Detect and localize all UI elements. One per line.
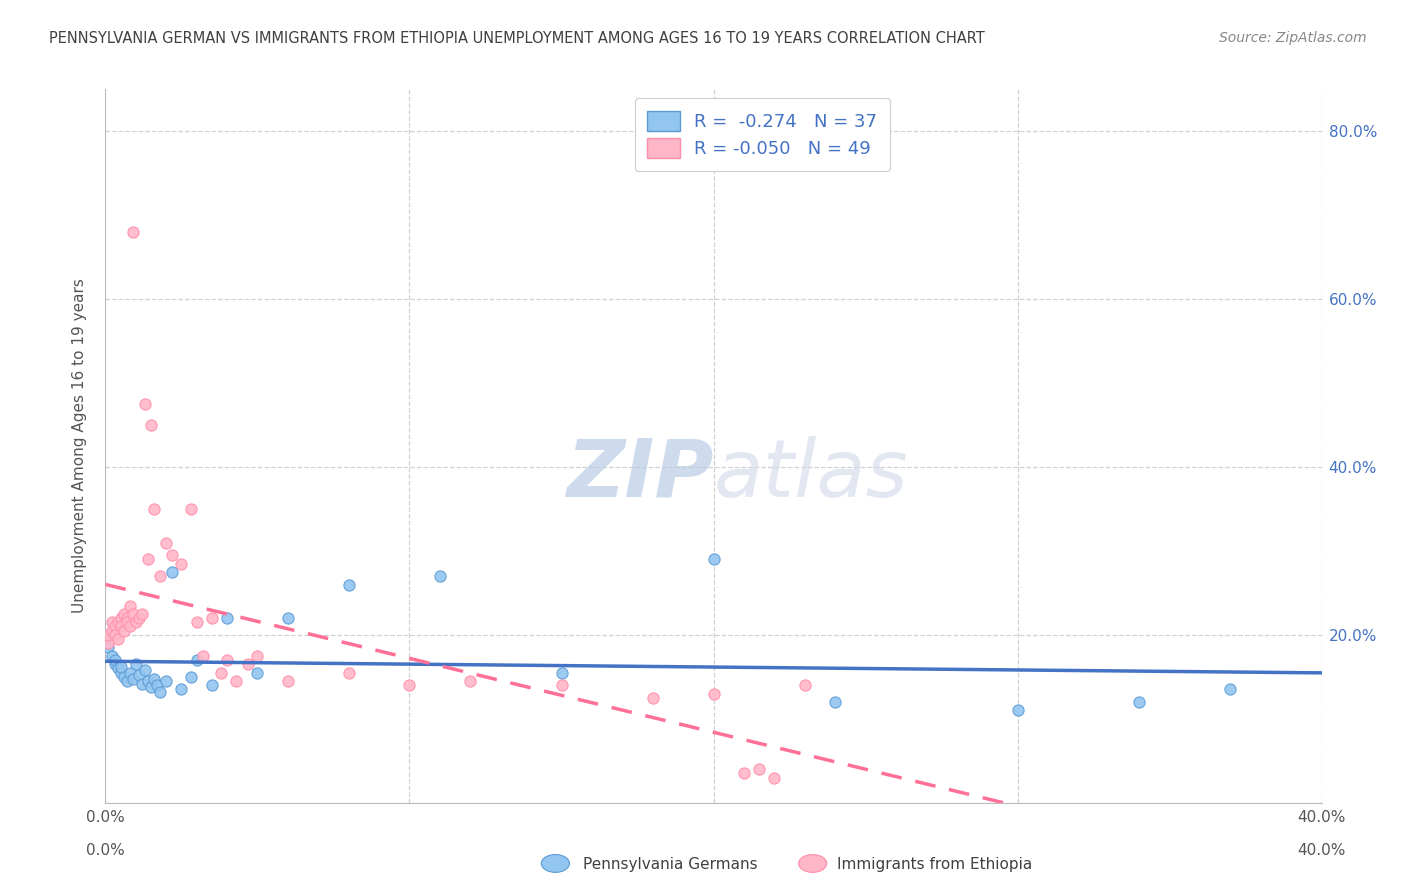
Point [170, 557, 193, 571]
Point [115, 674, 138, 689]
Point [107, 615, 129, 630]
Point [201, 678, 224, 692]
Point [112, 607, 135, 621]
Point [191, 648, 214, 663]
Point [1007, 703, 1029, 717]
Point [128, 668, 150, 682]
Point [110, 660, 132, 674]
Point [763, 771, 786, 785]
Point [429, 569, 451, 583]
Point [238, 657, 260, 672]
Point [209, 665, 232, 680]
Point [125, 657, 148, 672]
Point [115, 611, 138, 625]
Point [97, 640, 120, 655]
Text: PENNSYLVANIA GERMAN VS IMMIGRANTS FROM ETHIOPIA UNEMPLOYMENT AMONG AGES 16 TO 19: PENNSYLVANIA GERMAN VS IMMIGRANTS FROM E… [49, 31, 986, 46]
Point [146, 678, 169, 692]
Point [337, 665, 360, 680]
Point [131, 607, 153, 621]
Text: atlas: atlas [713, 435, 908, 514]
Text: Immigrants from Ethiopia: Immigrants from Ethiopia [837, 857, 1032, 872]
Point [277, 611, 299, 625]
Point [162, 565, 184, 579]
Point [641, 690, 664, 705]
Text: 0.0%: 0.0% [86, 843, 125, 858]
Point [793, 678, 815, 692]
Point [143, 502, 166, 516]
Text: Source: ZipAtlas.com: Source: ZipAtlas.com [1219, 31, 1367, 45]
Point [550, 665, 572, 680]
Point [458, 674, 481, 689]
Point [149, 685, 172, 699]
Point [125, 615, 148, 630]
Point [217, 611, 239, 625]
Point [398, 678, 420, 692]
Circle shape [541, 855, 569, 872]
Text: ZIP: ZIP [567, 435, 713, 514]
Point [246, 665, 269, 680]
Point [824, 695, 846, 709]
Point [121, 672, 143, 686]
Point [110, 619, 132, 633]
Point [118, 665, 141, 680]
Point [100, 624, 122, 638]
Point [702, 687, 725, 701]
Point [128, 611, 150, 625]
Point [180, 670, 202, 684]
Point [100, 648, 122, 663]
Point [131, 676, 153, 690]
Point [97, 628, 120, 642]
Point [115, 615, 138, 630]
Point [337, 577, 360, 591]
Point [702, 552, 725, 566]
Point [121, 607, 143, 621]
Point [136, 674, 159, 689]
Point [121, 225, 143, 239]
Point [107, 661, 129, 675]
Point [186, 653, 208, 667]
Point [112, 670, 135, 684]
Point [110, 665, 132, 680]
Point [136, 552, 159, 566]
Point [1128, 695, 1150, 709]
Point [550, 678, 572, 692]
Point [103, 653, 125, 667]
Point [118, 619, 141, 633]
Point [139, 417, 162, 432]
Point [186, 615, 208, 630]
Point [155, 674, 177, 689]
Point [246, 648, 269, 663]
Circle shape [799, 855, 827, 872]
Text: 40.0%: 40.0% [1298, 843, 1346, 858]
Point [97, 636, 120, 650]
Point [733, 766, 755, 780]
Point [134, 397, 156, 411]
Point [139, 680, 162, 694]
Point [155, 535, 177, 549]
Point [103, 628, 125, 642]
Legend: R =  -0.274   N = 37, R = -0.050   N = 49: R = -0.274 N = 37, R = -0.050 N = 49 [634, 98, 890, 170]
Point [1219, 682, 1241, 697]
Point [149, 569, 172, 583]
Point [170, 682, 193, 697]
Point [100, 615, 122, 630]
Point [217, 653, 239, 667]
Point [180, 502, 202, 516]
Point [134, 663, 156, 677]
Point [107, 632, 129, 646]
Point [225, 674, 247, 689]
Point [277, 674, 299, 689]
Text: Pennsylvania Germans: Pennsylvania Germans [583, 857, 758, 872]
Point [103, 657, 125, 672]
Point [748, 762, 770, 776]
Point [110, 611, 132, 625]
Point [201, 611, 224, 625]
Point [103, 619, 125, 633]
Y-axis label: Unemployment Among Ages 16 to 19 years: Unemployment Among Ages 16 to 19 years [72, 278, 87, 614]
Point [118, 599, 141, 613]
Point [112, 624, 135, 638]
Point [162, 548, 184, 562]
Point [143, 672, 166, 686]
